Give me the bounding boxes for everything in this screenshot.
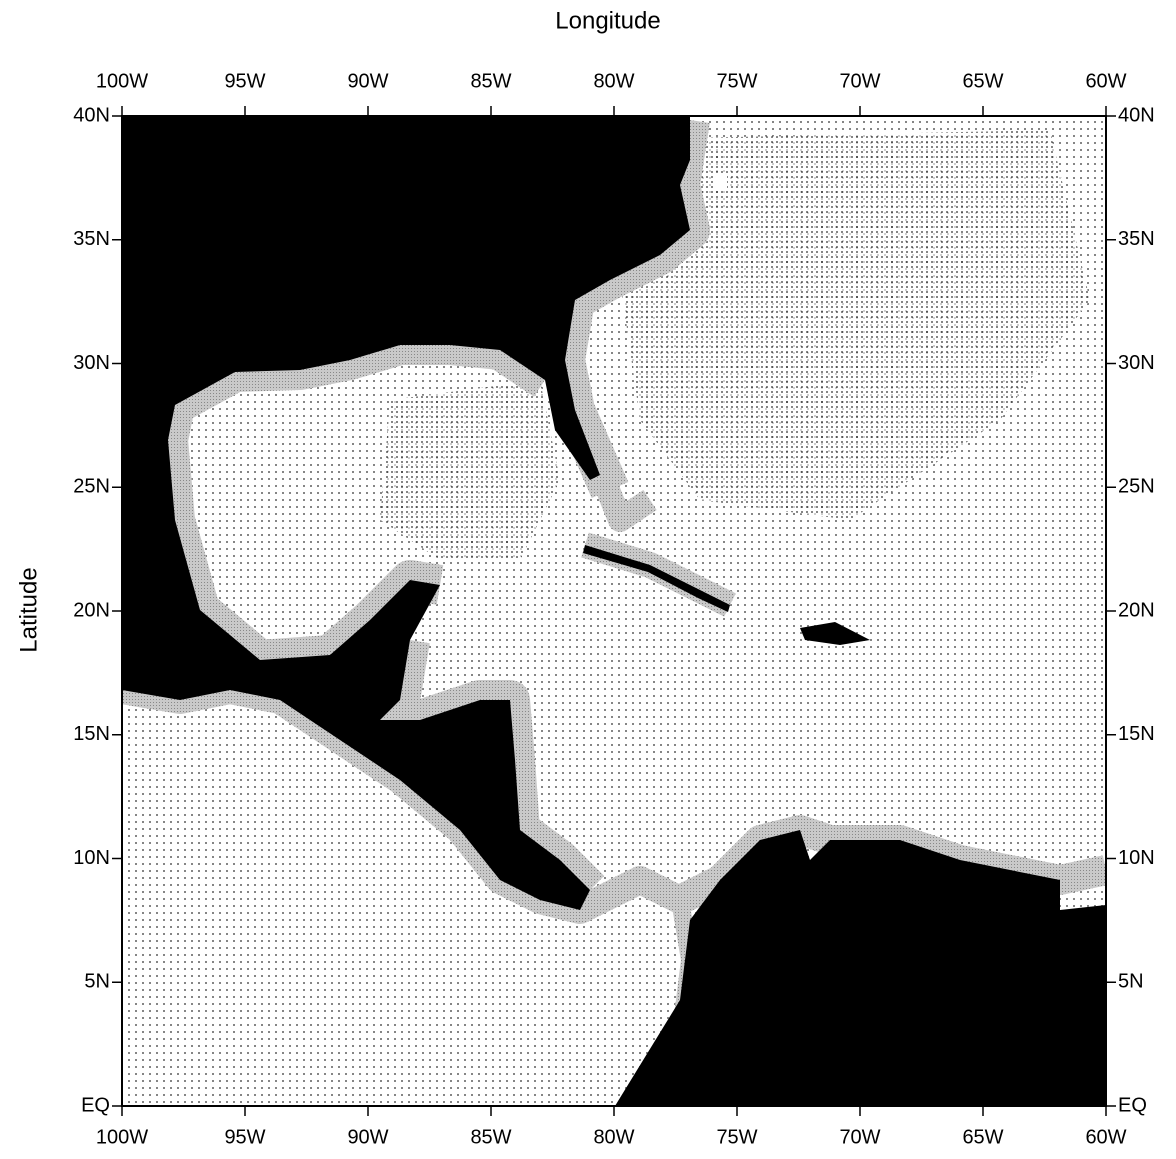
- land: [122, 116, 1106, 1106]
- y-tick-label: 40N: [73, 104, 110, 126]
- x-tick-label: 65W: [962, 1126, 1003, 1148]
- x-tick-label: 70W: [839, 70, 880, 92]
- bay: [715, 176, 727, 188]
- x-tick-label: 100W: [96, 70, 148, 92]
- y-tick-label: EQ: [81, 1094, 110, 1116]
- x-tick-label: 65W: [962, 70, 1003, 92]
- y-tick-label: 35N: [1118, 228, 1155, 250]
- y-tick-label: 20N: [1118, 599, 1155, 621]
- y-tick-label: 15N: [73, 723, 110, 745]
- y-tick-label: 15N: [1118, 723, 1155, 745]
- y-tick-label: 5N: [1118, 971, 1144, 993]
- x-tick-label: 60W: [1085, 70, 1126, 92]
- x-tick-label: 80W: [593, 70, 634, 92]
- x-tick-label: 100W: [96, 1126, 148, 1148]
- x-tick-label: 90W: [347, 1126, 388, 1148]
- south-america: [615, 830, 1106, 1106]
- y-tick-label: 20N: [73, 599, 110, 621]
- x-tick-label: 75W: [716, 1126, 757, 1148]
- y-tick-label: 30N: [1118, 352, 1155, 374]
- y-tick-label: 10N: [1118, 847, 1155, 869]
- cuba: [583, 545, 730, 612]
- x-tick-label: 75W: [716, 70, 757, 92]
- y-tick-label: 5N: [84, 971, 110, 993]
- y-tick-label: 30N: [73, 352, 110, 374]
- y-tick-label: 40N: [1118, 104, 1155, 126]
- x-tick-label: 85W: [470, 70, 511, 92]
- x-tick-label: 60W: [1085, 1126, 1126, 1148]
- north-central-america: [122, 116, 690, 910]
- x-tick-label: 80W: [593, 1126, 634, 1148]
- y-tick-label: 10N: [73, 847, 110, 869]
- y-tick-label: 25N: [1118, 476, 1155, 498]
- y-tick-label: 35N: [73, 228, 110, 250]
- x-tick-label: 95W: [224, 70, 265, 92]
- x-axis-title: Longitude: [555, 7, 660, 34]
- gulf-stipple: [380, 380, 560, 560]
- y-tick-label: 25N: [73, 476, 110, 498]
- axes: 100W 100W 95W 95W 90W 90W 85W 85W 80W 80W 75W 75W 70…: [73, 70, 1154, 1148]
- map-body: [122, 116, 1106, 1106]
- y-axis-title: Latitude: [15, 567, 42, 652]
- x-tick-label: 95W: [224, 1126, 265, 1148]
- hispaniola: [800, 622, 870, 645]
- x-tick-label: 90W: [347, 70, 388, 92]
- y-tick-label: EQ: [1118, 1094, 1147, 1116]
- x-tick-label: 70W: [839, 1126, 880, 1148]
- deep-ocean-stipple: [600, 130, 1090, 520]
- x-tick-label: 85W: [470, 1126, 511, 1148]
